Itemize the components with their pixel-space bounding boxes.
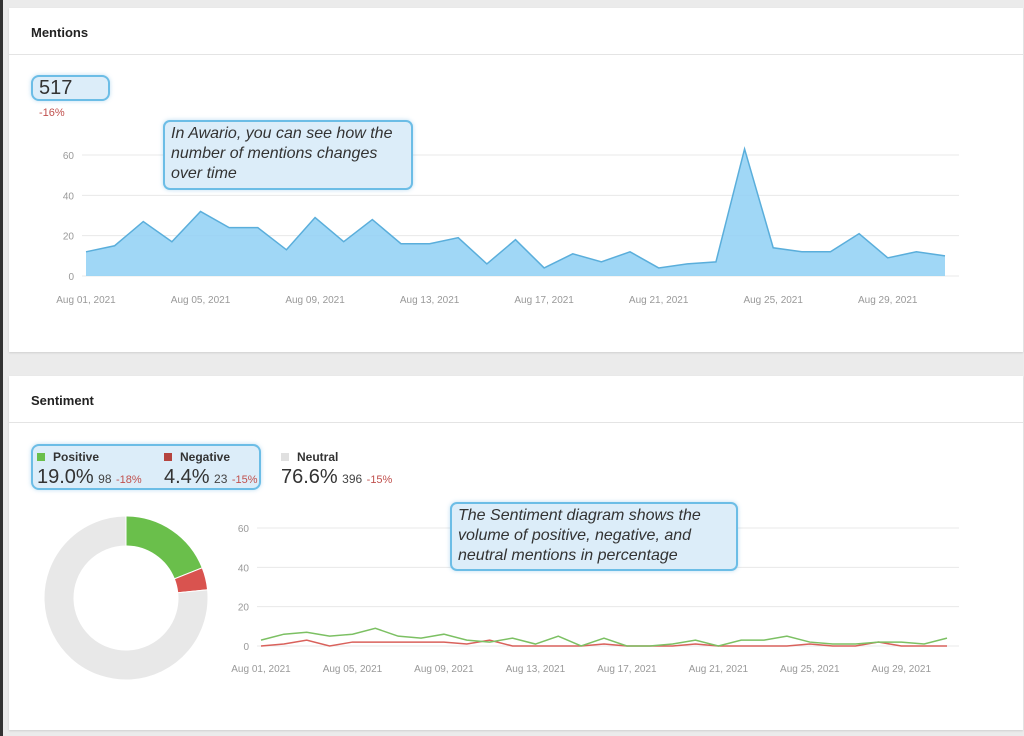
- divider: [9, 54, 1023, 55]
- x-tick-label: Aug 29, 2021: [872, 664, 932, 675]
- x-tick-label: Aug 25, 2021: [743, 295, 803, 306]
- x-tick-label: Aug 13, 2021: [506, 664, 566, 675]
- mentions-change: -16%: [39, 107, 65, 119]
- y-tick-label: 20: [238, 603, 250, 614]
- y-tick-label: 0: [68, 272, 74, 283]
- mentions-area: [86, 148, 945, 276]
- negative-percent: 4.4%: [164, 466, 210, 488]
- sentiment-highlight-badge: [31, 444, 261, 490]
- neutral-percent: 76.6%: [281, 466, 338, 488]
- series-line-negative: [260, 639, 947, 647]
- neutral-count: 396: [342, 472, 363, 486]
- mentions-line: [85, 146, 946, 269]
- donut-slice-neutral: [43, 515, 209, 681]
- negative-swatch: [164, 453, 172, 461]
- y-tick-label: 40: [238, 563, 250, 574]
- sentiment-card: Sentiment Positive 19.0% 98 -18% Negativ…: [9, 376, 1023, 730]
- sentiment-donut-chart: [43, 515, 209, 681]
- negative-stat: Negative 4.4% 23 -15%: [164, 448, 258, 489]
- neutral-change: -15%: [366, 474, 393, 486]
- sentiment-line-chart: 0 20 40 60 Aug 01, 2021 Aug 05, 2021 Aug 09, 2…: [231, 524, 959, 675]
- sentiment-callout: The Sentiment diagram shows the volume o…: [450, 502, 738, 571]
- series-line-positive: [260, 627, 948, 647]
- x-tick-label: Aug 05, 2021: [323, 664, 383, 675]
- neutral-swatch: [281, 453, 289, 461]
- x-tick-label: Aug 25, 2021: [780, 664, 840, 675]
- positive-percent: 19.0%: [37, 466, 94, 488]
- y-tick-label: 60: [63, 151, 75, 162]
- positive-label: Positive: [53, 450, 100, 464]
- x-tick-label: Aug 13, 2021: [400, 295, 460, 306]
- mentions-card: Mentions 517 -16% 0 20 40 60 Aug 01, 2021 Aug…: [9, 8, 1023, 352]
- mentions-total-badge: 517 -16%: [31, 75, 110, 119]
- neutral-label: Neutral: [297, 450, 339, 464]
- y-tick-label: 0: [243, 642, 249, 653]
- mentions-title: Mentions: [31, 25, 89, 40]
- mentions-chart: 0 20 40 60 Aug 01, 2021 Aug 05, 2021 Aug 09, 2…: [56, 146, 959, 306]
- positive-stat: Positive 19.0% 98 -18%: [37, 448, 142, 489]
- x-tick-label: Aug 17, 2021: [597, 664, 657, 675]
- neutral-stat: Neutral 76.6% 396 -15%: [281, 448, 392, 489]
- negative-label: Negative: [180, 450, 231, 464]
- x-tick-label: Aug 05, 2021: [171, 295, 231, 306]
- x-tick-label: Aug 09, 2021: [285, 295, 345, 306]
- negative-count: 23: [214, 472, 228, 486]
- x-tick-label: Aug 21, 2021: [689, 664, 749, 675]
- x-tick-label: Aug 21, 2021: [629, 295, 689, 306]
- divider: [9, 422, 1023, 423]
- positive-count: 98: [98, 472, 112, 486]
- y-tick-label: 60: [238, 524, 250, 535]
- sentiment-title: Sentiment: [31, 393, 94, 408]
- negative-change: -15%: [231, 474, 258, 486]
- x-tick-label: Aug 17, 2021: [514, 295, 574, 306]
- y-tick-label: 40: [63, 191, 75, 202]
- mentions-callout: In Awario, you can see how the number of…: [163, 120, 413, 190]
- x-tick-label: Aug 09, 2021: [414, 664, 474, 675]
- positive-change: -18%: [115, 474, 142, 486]
- x-tick-label: Aug 29, 2021: [858, 295, 918, 306]
- y-tick-label: 20: [63, 232, 75, 243]
- x-tick-label: Aug 01, 2021: [231, 664, 291, 675]
- positive-swatch: [37, 453, 45, 461]
- mentions-total: 517: [39, 77, 73, 99]
- x-tick-label: Aug 01, 2021: [56, 295, 116, 306]
